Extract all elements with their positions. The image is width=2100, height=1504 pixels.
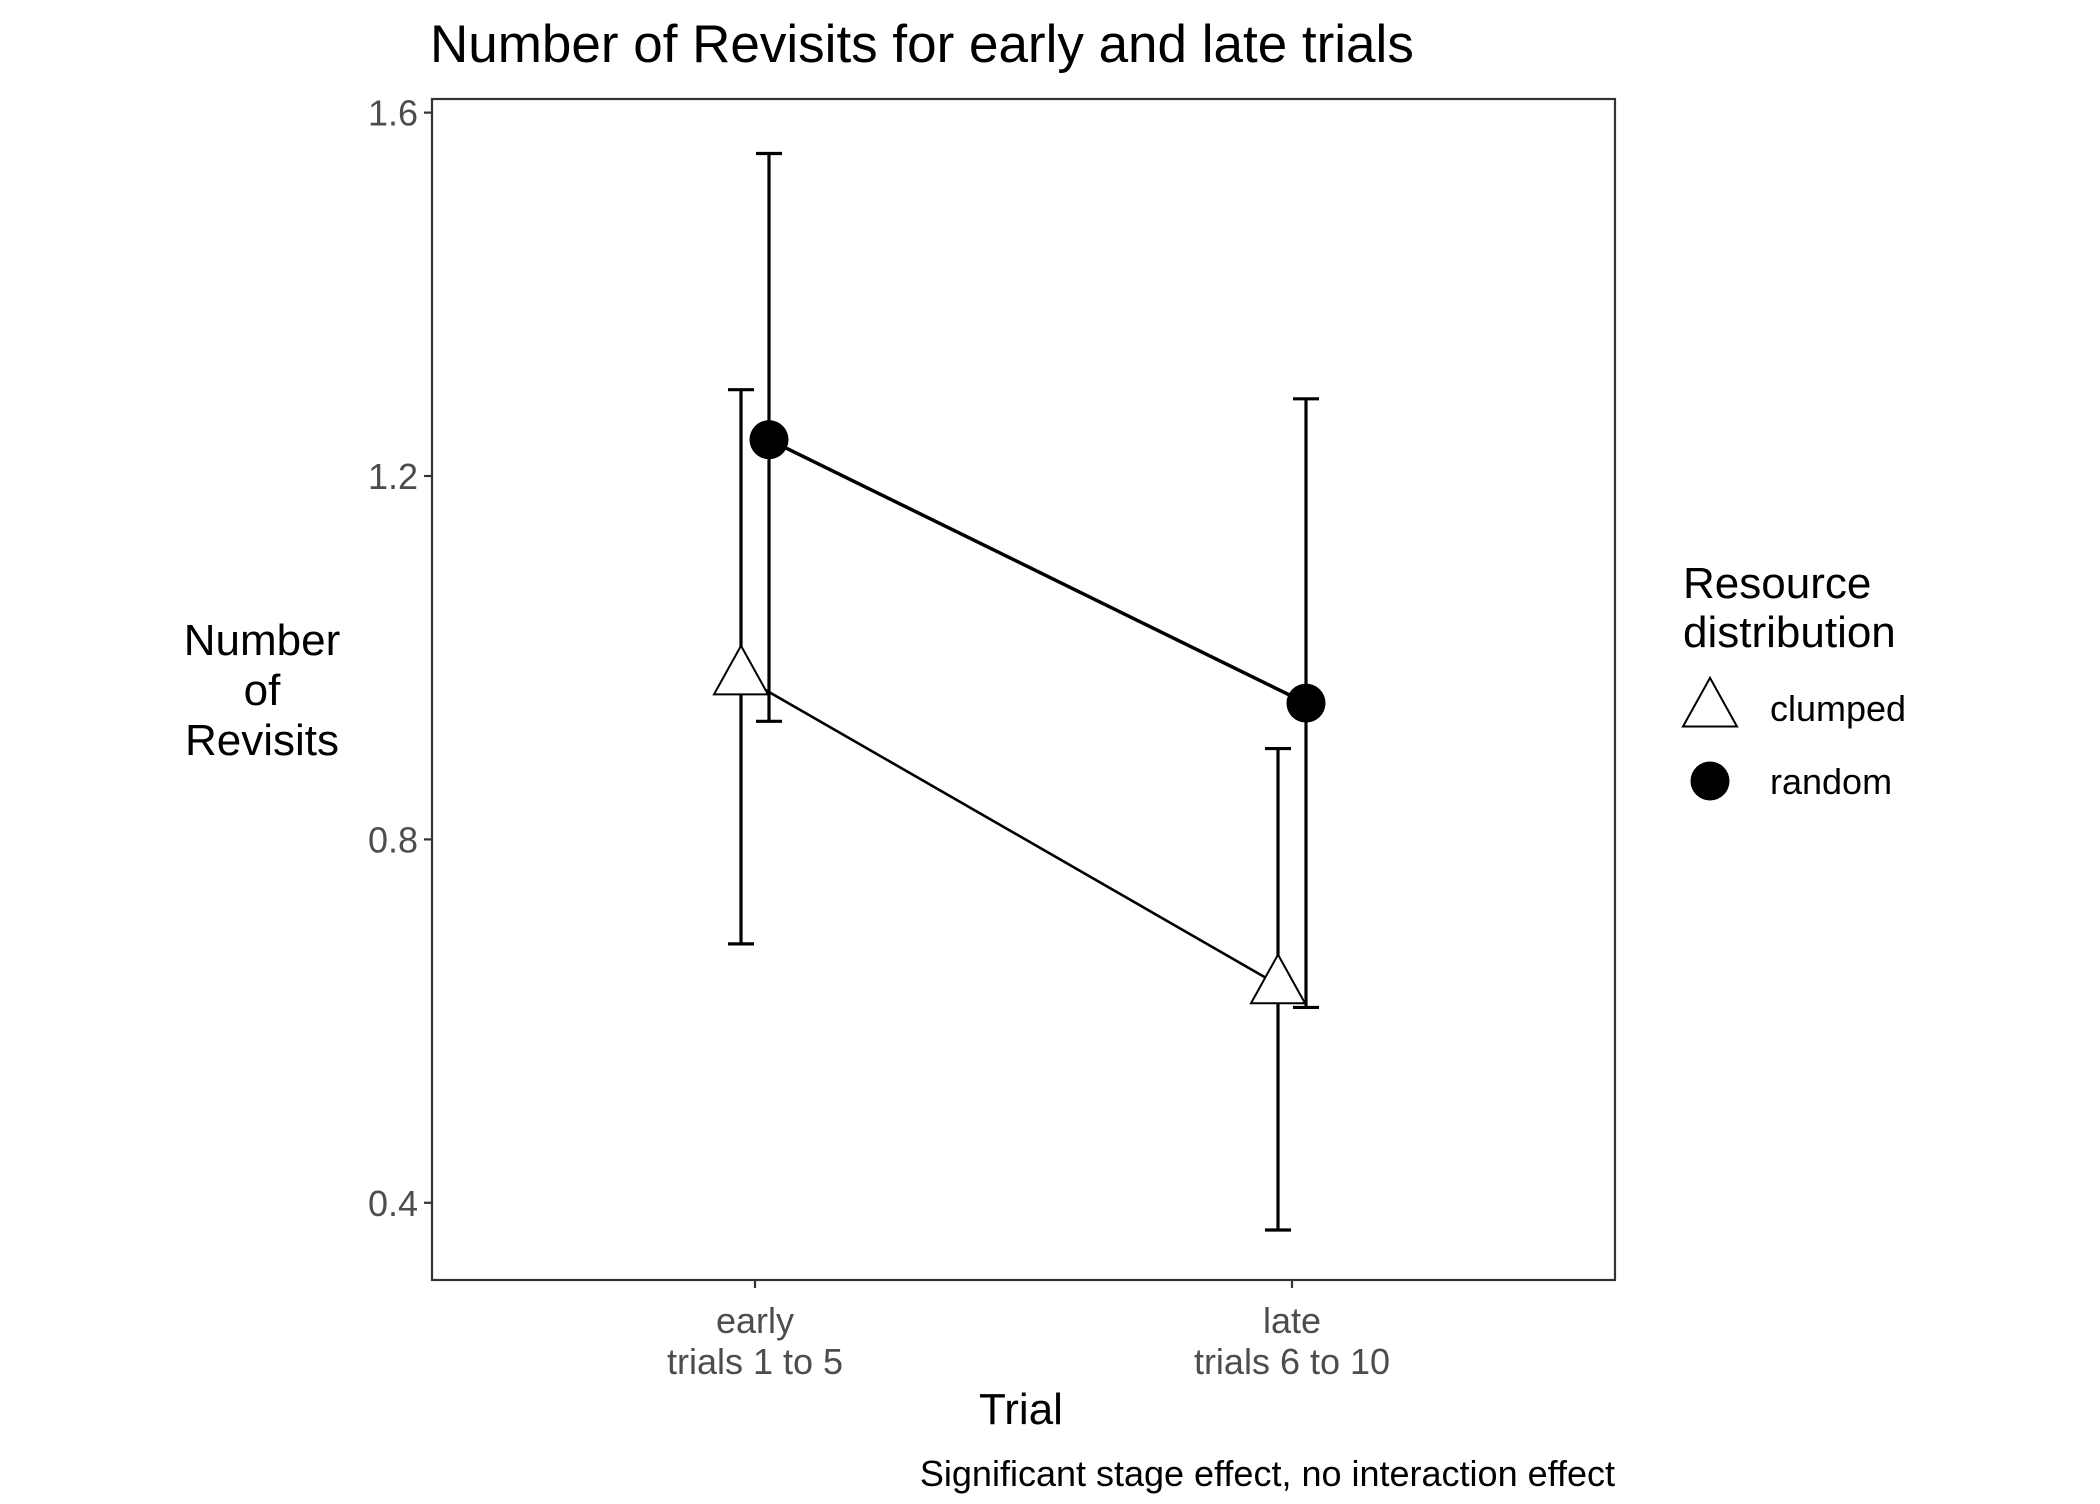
legend: Resource distribution clumped random <box>1681 559 1906 802</box>
point-random <box>1286 683 1326 723</box>
y-axis-title-line-2: of <box>244 666 281 715</box>
x-tick-label: early <box>716 1300 794 1341</box>
legend-title-line-1: Resource <box>1683 559 1871 608</box>
x-axis-title: Trial <box>979 1385 1063 1434</box>
y-axis-title: Number of Revisits <box>184 616 341 765</box>
legend-label-random: random <box>1770 761 1892 802</box>
y-tick-label: 1.2 <box>368 456 418 497</box>
legend-title-line-2: distribution <box>1683 608 1896 657</box>
legend-key-clumped <box>1681 675 1739 728</box>
x-tick-label: late <box>1263 1300 1321 1341</box>
y-tick-label: 0.8 <box>368 819 418 860</box>
x-tick-label: trials 1 to 5 <box>667 1341 843 1382</box>
point-random <box>749 420 789 460</box>
legend-label-clumped: clumped <box>1770 688 1906 729</box>
chart-caption: Significant stage effect, no interaction… <box>920 1453 1615 1494</box>
series-line-clumped <box>740 674 1279 986</box>
legend-items: clumped random <box>1681 675 1906 802</box>
plot-panel-border <box>430 97 1617 1282</box>
y-tick-label: 1.6 <box>368 93 418 134</box>
point-clumped <box>1249 952 1307 1005</box>
point-clumped <box>712 643 770 696</box>
y-axis-title-line-1: Number <box>184 616 341 665</box>
y-tick-label: 0.4 <box>368 1183 418 1224</box>
chart-title: Number of Revisits for early and late tr… <box>430 15 1414 74</box>
y-axis-title-line-3: Revisits <box>185 716 339 765</box>
legend-key-random <box>1690 761 1730 801</box>
x-tick-label: trials 6 to 10 <box>1194 1341 1390 1382</box>
series-line-random <box>768 438 1307 705</box>
